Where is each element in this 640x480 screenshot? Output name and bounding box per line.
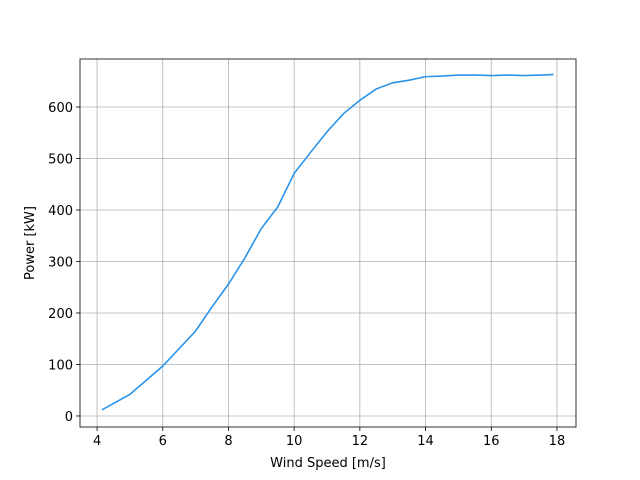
x-tick-label: 14	[417, 434, 434, 449]
plot-frame	[79, 58, 577, 428]
x-tick-label: 10	[286, 434, 303, 449]
x-tick-label: 4	[93, 434, 101, 449]
y-tick-label: 300	[48, 255, 73, 270]
y-tick-label: 0	[65, 410, 73, 425]
y-tick-label: 200	[48, 307, 73, 322]
y-tick-label: 500	[48, 152, 73, 167]
x-tick-label: 12	[352, 434, 369, 449]
x-tick-label: 16	[483, 434, 500, 449]
y-axis-label: Power [kW]	[23, 206, 38, 280]
y-tick-label: 600	[48, 101, 73, 116]
x-tick-label: 6	[159, 434, 167, 449]
x-tick-label: 8	[224, 434, 232, 449]
line	[101, 73, 554, 411]
y-tick-label: 400	[48, 204, 73, 219]
x-tick-label: 18	[549, 434, 566, 449]
x-axis-label: Wind Speed [m/s]	[270, 456, 386, 471]
y-tick-label: 100	[48, 358, 73, 373]
